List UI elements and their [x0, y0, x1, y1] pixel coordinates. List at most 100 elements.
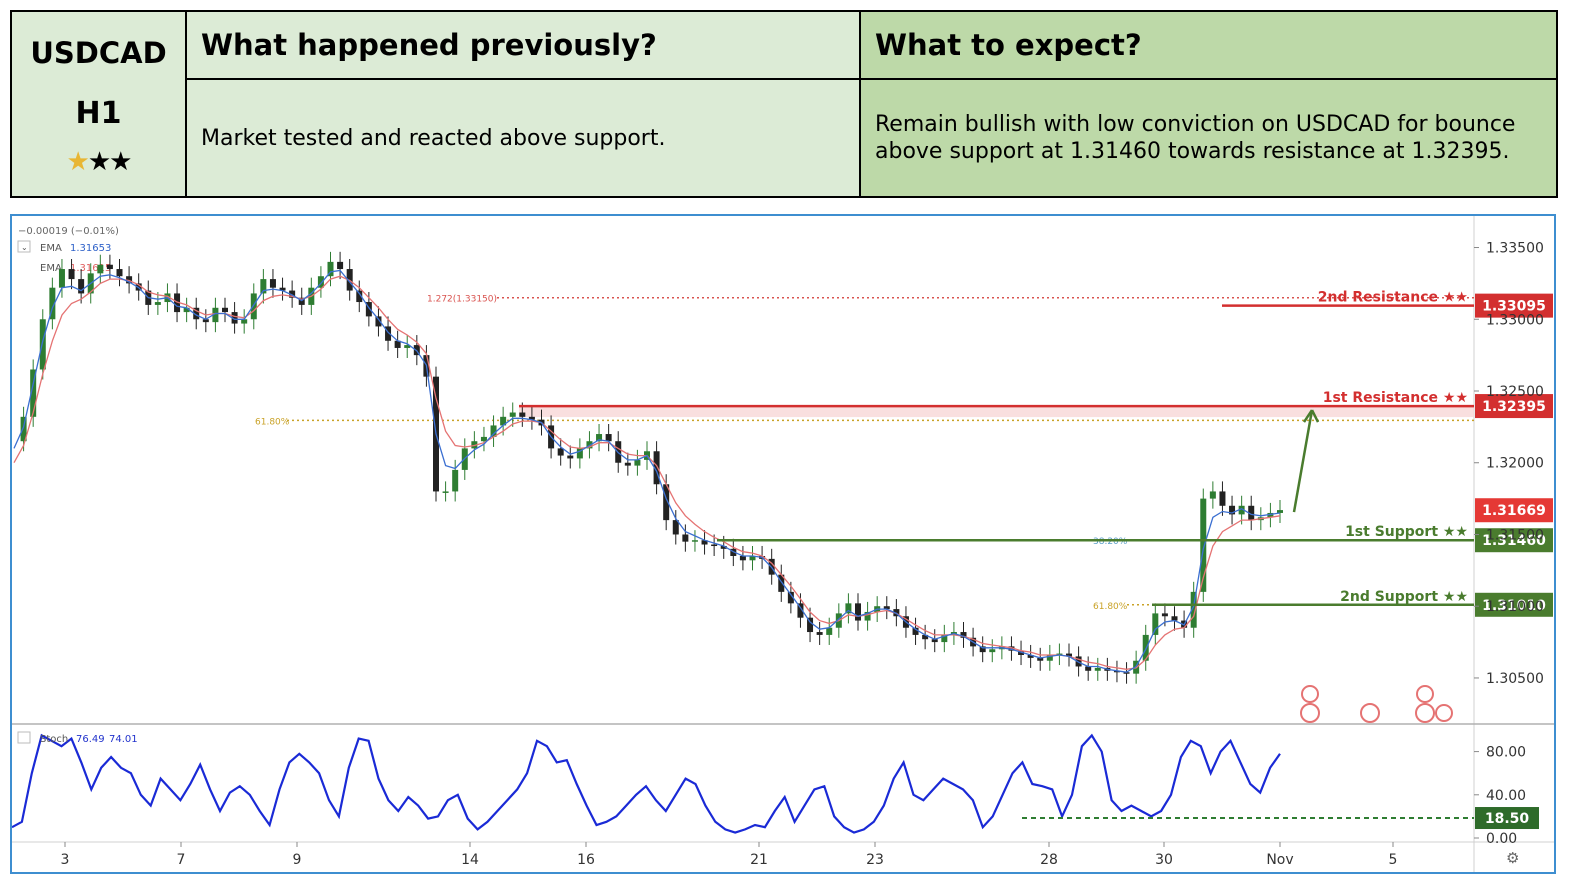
resistance-zone — [519, 405, 1474, 418]
candle-body — [394, 340, 401, 348]
candle-body — [739, 556, 746, 561]
candle-body — [260, 279, 267, 294]
canada-flag-icon[interactable] — [1301, 685, 1319, 703]
candle-body — [1037, 657, 1044, 661]
price-tick-label: 1.31000 — [1486, 599, 1544, 615]
candle-body — [471, 441, 478, 449]
candle-body — [826, 627, 833, 635]
candle-body — [385, 326, 392, 341]
candle-body — [126, 276, 133, 284]
candle-body — [1238, 505, 1245, 515]
candle-body — [624, 462, 631, 466]
level-name: 2nd Resistance ★★ — [1318, 290, 1468, 306]
time-tick-label: 30 — [1155, 852, 1173, 868]
ema-fast-line — [13, 269, 1281, 673]
candle-body — [931, 639, 938, 643]
candle-body — [509, 412, 516, 417]
stoch-level-label: 18.50 — [1485, 811, 1530, 827]
collapse-legend-button[interactable] — [17, 240, 31, 253]
stoch-tick-label: 80.00 — [1486, 745, 1526, 761]
candle-body — [452, 469, 459, 492]
candle-body — [490, 425, 497, 437]
stoch-label: Stoch — [40, 734, 68, 745]
price-tick-label: 1.32000 — [1486, 456, 1544, 472]
current-price-tag — [1475, 498, 1553, 523]
candle-body — [711, 544, 718, 547]
candle-body — [691, 540, 698, 542]
candle-body — [241, 319, 248, 324]
candle-body — [1123, 672, 1130, 674]
star-icon: ★ — [109, 146, 132, 177]
candle-body — [356, 290, 363, 303]
usa-flag-icon[interactable] — [1435, 704, 1453, 722]
candle-body — [30, 369, 37, 417]
candle-body — [653, 451, 660, 485]
candle-body — [1171, 616, 1178, 621]
candle-body — [1229, 505, 1236, 515]
candle-body — [289, 290, 296, 298]
candle-body — [480, 436, 487, 442]
candle-body — [404, 345, 411, 348]
candle-body — [1190, 591, 1197, 628]
time-tick-label: 16 — [577, 852, 595, 868]
candle-body — [557, 448, 564, 456]
candle-body — [672, 520, 679, 535]
candle-body — [883, 606, 890, 610]
stoch-k-line — [11, 733, 1281, 834]
projection-arrow — [1292, 409, 1314, 513]
price-tick-label: 1.31500 — [1486, 527, 1544, 543]
timeframe-label: H1 — [75, 95, 122, 131]
ema1-label: EMA — [40, 243, 62, 254]
candle-body — [528, 416, 535, 420]
collapse-stoch-button[interactable] — [17, 731, 31, 744]
candle-body — [97, 264, 104, 274]
price-tick-label: 1.32500 — [1486, 384, 1544, 400]
time-tick-label: 21 — [750, 852, 768, 868]
price-tick-label: 1.33000 — [1486, 312, 1544, 328]
level-name: 2nd Support ★★ — [1340, 589, 1468, 605]
time-tick-label: Nov — [1266, 852, 1293, 868]
level-price-tag — [1475, 592, 1553, 617]
candle-body — [49, 287, 56, 320]
time-tick-label: 28 — [1040, 852, 1058, 868]
canada-flag-icon[interactable] — [1416, 685, 1434, 703]
candle-body — [960, 632, 967, 638]
candle-body — [749, 556, 756, 561]
level-price-label: 1.31010 — [1482, 598, 1546, 614]
price-tick-label: 1.30500 — [1486, 671, 1544, 687]
candle-body — [1152, 613, 1159, 635]
ema-slow-line — [13, 275, 1281, 670]
expect-text: Remain bullish with low conviction on US… — [859, 78, 1558, 198]
candle-body — [58, 269, 65, 288]
candle-body — [778, 574, 785, 592]
time-tick-label: 23 — [866, 852, 884, 868]
candle-body — [317, 276, 324, 288]
candle-body — [912, 627, 919, 635]
gear-icon[interactable]: ⚙ — [1506, 849, 1519, 867]
candle-body — [855, 603, 861, 621]
level-price-tag — [1475, 528, 1553, 553]
stoch-level-tag — [1475, 807, 1539, 830]
candle-body — [375, 316, 382, 327]
candle-body — [1018, 650, 1025, 655]
price-chart: −0.00019 (−0.01%) ⌄ EMA 1.31653 EMA 1.31… — [11, 216, 1554, 872]
candle-body — [941, 634, 948, 643]
candle-body — [797, 603, 804, 618]
candle-body — [193, 307, 200, 320]
candle-body — [39, 319, 46, 370]
candle-body — [500, 416, 507, 426]
candle-body — [807, 617, 814, 633]
candle-body — [250, 293, 257, 320]
candle-body — [519, 412, 526, 417]
stoch-d-value: 74.01 — [109, 734, 138, 745]
usa-flag-icon[interactable] — [1300, 703, 1320, 723]
candle-body — [682, 534, 689, 542]
star-icon: ★ — [87, 146, 111, 177]
candle-body — [845, 603, 852, 614]
fib-label: 1.272(1.33150) — [427, 295, 497, 305]
stoch-tick-label: 0.00 — [1486, 831, 1517, 847]
candle-body — [816, 632, 823, 635]
candle-body — [576, 448, 583, 459]
usa-flag-icon[interactable] — [1415, 703, 1435, 723]
usa-flag-icon[interactable] — [1360, 703, 1380, 723]
